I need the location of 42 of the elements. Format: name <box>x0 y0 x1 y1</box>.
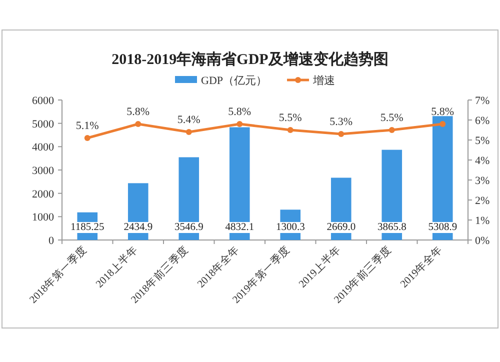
data-label: 2669.0 <box>326 222 356 233</box>
data-label: 5.3% <box>330 116 353 128</box>
y-tick-label: 0 <box>48 235 54 247</box>
legend-label: 增速 <box>312 74 336 87</box>
y2-tick-label: 5% <box>475 135 490 147</box>
point <box>84 135 90 141</box>
point <box>186 129 192 135</box>
data-label: 5308.9 <box>428 222 458 233</box>
data-label: 5.8% <box>431 106 454 118</box>
legend-label: GDP（亿元） <box>201 75 268 87</box>
y2-tick-label: 3% <box>475 175 490 187</box>
y2-tick-label: 6% <box>475 115 490 127</box>
data-label: 3546.9 <box>174 222 204 233</box>
y-tick-label: 6000 <box>32 95 54 107</box>
y-tick-label: 4000 <box>32 142 54 154</box>
point <box>135 121 142 127</box>
data-label: 5.8% <box>228 106 252 118</box>
data-label: 5.8% <box>126 106 150 118</box>
data-label: 5.4% <box>177 114 200 126</box>
data-label: 5.5% <box>380 112 404 124</box>
y2-tick-label: 4% <box>475 155 490 167</box>
y-tick-label: 1000 <box>32 212 54 224</box>
data-label: 2434.9 <box>124 222 153 233</box>
y2-tick-label: 7% <box>475 95 490 107</box>
point <box>388 127 395 133</box>
y-tick-label: 3000 <box>32 165 54 177</box>
chart-title: 2018-2019年海南省GDP及增速变化趋势图 <box>112 50 388 68</box>
point <box>440 121 446 127</box>
point <box>287 127 294 133</box>
data-label: 5.5% <box>278 112 302 124</box>
point <box>338 131 344 137</box>
data-label: 5.1% <box>76 120 99 132</box>
y2-tick-label: 1% <box>475 215 490 227</box>
data-label: 3865.8 <box>377 222 406 233</box>
y-tick-label: 2000 <box>32 188 54 200</box>
y-tick-label: 5000 <box>32 118 54 130</box>
point <box>236 121 243 127</box>
data-label: 1185.25 <box>70 222 104 233</box>
y2-tick-label: 2% <box>475 195 490 207</box>
y2-tick-label: 0% <box>475 235 490 247</box>
data-label: 4832.1 <box>225 222 254 233</box>
data-label: 1300.3 <box>276 222 305 233</box>
